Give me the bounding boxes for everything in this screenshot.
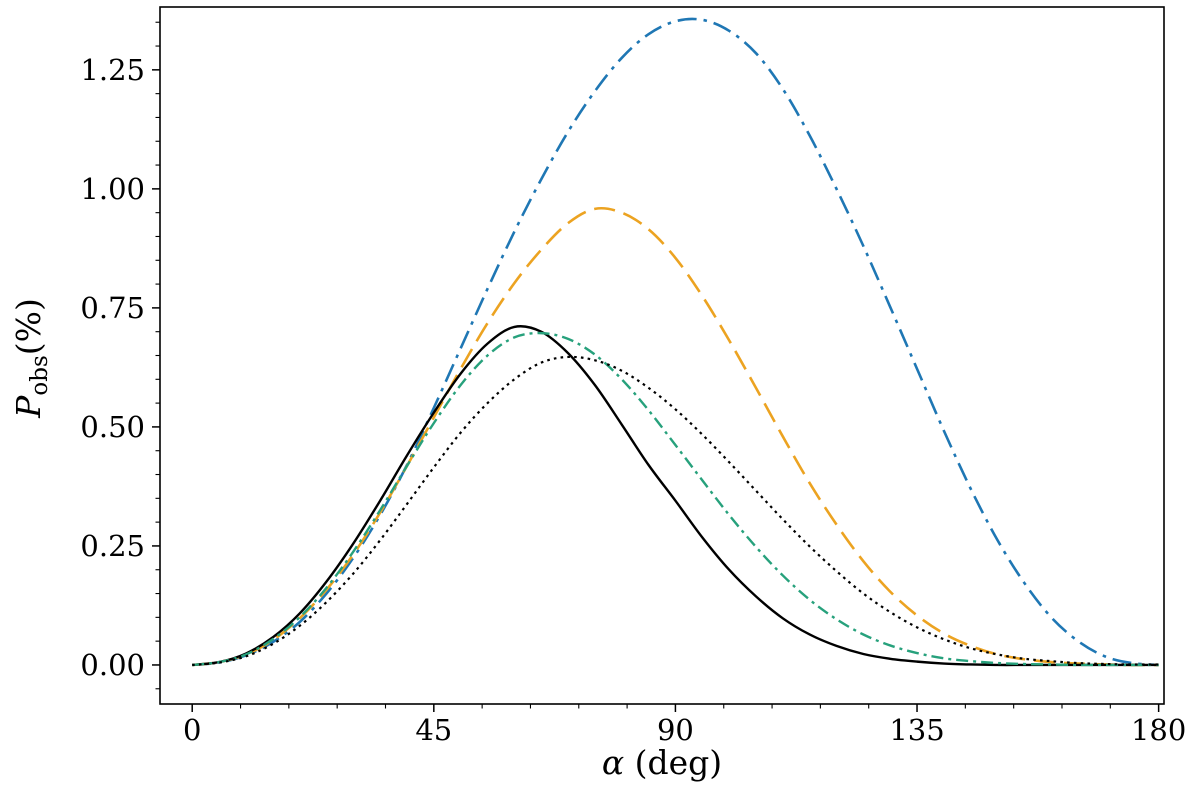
curve-green-dash-dot xyxy=(192,331,1159,667)
x-axis-label: α (deg) xyxy=(602,743,722,782)
y-tick-label: 0.75 xyxy=(80,291,145,325)
y-tick-label: 0.50 xyxy=(80,410,145,444)
x-tick-label: 180 xyxy=(1131,713,1186,747)
x-tick-label: 0 xyxy=(183,713,201,747)
curve-blue-dash-dot xyxy=(192,17,1159,667)
x-tick-label: 135 xyxy=(889,713,944,747)
x-axis-label-alpha: α xyxy=(602,743,624,782)
y-tick-label: 0.00 xyxy=(80,648,145,682)
x-tick-label: 45 xyxy=(415,713,452,747)
y-axis-label: Pobs(%) xyxy=(9,298,53,419)
x-tick-label: 90 xyxy=(657,713,694,747)
y-axis-label-units: (%) xyxy=(9,298,48,355)
y-tick-label: 0.25 xyxy=(80,529,145,563)
y-axis-label-sub: obs xyxy=(27,355,53,395)
curve-black-solid xyxy=(192,325,1159,667)
curve-black-dotted xyxy=(192,355,1159,667)
plot-frame xyxy=(159,6,1165,705)
y-tick-label: 1.25 xyxy=(80,53,145,87)
y-axis-label-p: P xyxy=(9,395,48,419)
plot-area xyxy=(160,7,1164,704)
plot-content: 0 45 90 135 180 0.00 0.25 0.50 0.75 1.00 1.25 xyxy=(80,6,1186,747)
y-tick-label: 1.00 xyxy=(80,172,145,206)
curve-orange-dashed xyxy=(192,206,1159,667)
x-axis-label-units: (deg) xyxy=(624,743,722,782)
